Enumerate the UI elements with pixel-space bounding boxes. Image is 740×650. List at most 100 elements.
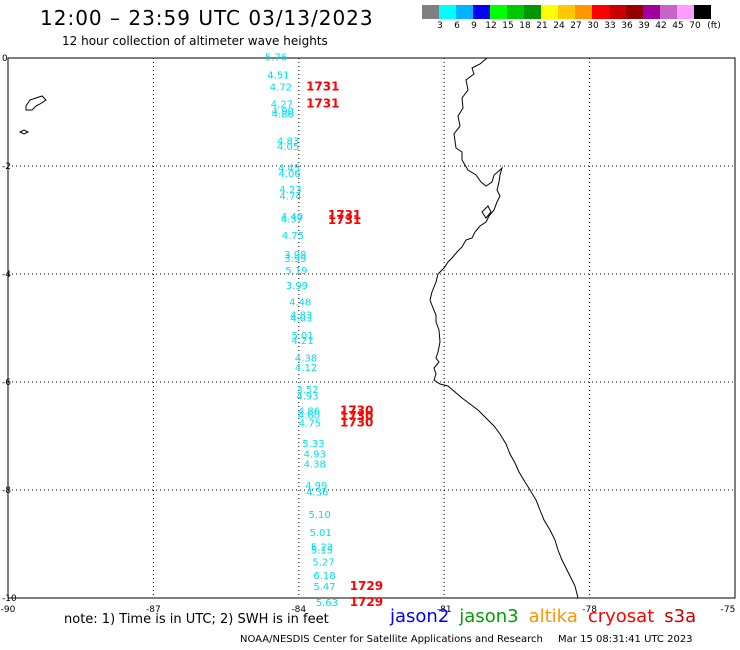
wave-height-label: 5.27 bbox=[312, 558, 334, 569]
legend-swatch bbox=[592, 5, 609, 19]
x-tick-label: -87 bbox=[146, 605, 161, 615]
wave-height-label: 4.06 bbox=[278, 169, 300, 180]
legend-label: 39 bbox=[638, 21, 650, 31]
wave-height-label: 4.83 bbox=[277, 136, 299, 147]
pass-time-label: 1730 bbox=[340, 415, 373, 429]
legend-label: 6 bbox=[454, 21, 460, 31]
satellite-name: cryosat bbox=[587, 606, 655, 627]
legend-swatch bbox=[507, 5, 524, 19]
wave-height-label: 3.99 bbox=[284, 254, 306, 265]
wave-height-label: 4.21 bbox=[292, 336, 314, 347]
wave-height-label: 4.03 bbox=[290, 314, 312, 325]
wave-height-label: 5.19 bbox=[285, 266, 307, 277]
wave-height-label: 3.98 bbox=[284, 250, 306, 261]
pass-time-label: 1729 bbox=[350, 595, 383, 609]
wave-height-label: 4.99 bbox=[305, 481, 327, 492]
satellite-name: s3a bbox=[664, 606, 697, 627]
legend-label: 30 bbox=[587, 21, 599, 31]
legend-label: 27 bbox=[570, 21, 582, 31]
wave-height-label: 5.10 bbox=[308, 510, 330, 521]
legend-swatch bbox=[490, 5, 507, 19]
y-tick-label: -8 bbox=[2, 486, 11, 496]
pass-time-label: 1729 bbox=[350, 579, 383, 593]
color-legend: 3 6 9 12 15 18 21 24 27 30 33 36 39 42 45 70 (ft) bbox=[422, 5, 721, 31]
wave-height-label: 4.38 bbox=[304, 459, 326, 470]
wave-height-label: 4.45 bbox=[278, 163, 300, 174]
legend-label: 15 bbox=[502, 21, 514, 31]
satellite-name: altika bbox=[528, 606, 578, 627]
wave-height-label: 4.23 bbox=[279, 185, 301, 196]
coastline bbox=[429, 57, 579, 599]
wave-height-label: 4.05 bbox=[277, 142, 299, 153]
wave-height-label: 4.60 bbox=[298, 411, 320, 422]
y-tick-label: -2 bbox=[2, 162, 11, 172]
satellite-legend: jason2 jason3 altika cryosat s3a bbox=[390, 606, 706, 627]
wave-height-label: 5.01 bbox=[292, 331, 314, 342]
legend-swatch bbox=[558, 5, 575, 19]
pass-time-label: 1730 bbox=[340, 403, 373, 417]
wave-height-label: 4.75 bbox=[282, 231, 304, 242]
map-grid bbox=[8, 58, 735, 598]
legend-unit: (ft) bbox=[707, 21, 721, 31]
wave-height-label: 4.90 bbox=[272, 107, 294, 118]
pass-time-label: 1731 bbox=[328, 213, 361, 227]
pass-time-label: 1731 bbox=[306, 97, 339, 111]
wave-height-label: 4.27 bbox=[271, 100, 293, 111]
x-tick-label: -84 bbox=[291, 605, 306, 615]
wave-height-label: 4.75 bbox=[299, 418, 321, 429]
map-frame bbox=[7, 57, 736, 599]
satellite-name: jason2 bbox=[390, 606, 450, 627]
map-tick-labels: -90 -87 -84 -81 -78 -75 0 -2 -4 -6 -8 -10 bbox=[1, 54, 736, 615]
legend-label: 21 bbox=[536, 21, 548, 31]
legend-label: 24 bbox=[553, 21, 565, 31]
legend-swatch bbox=[660, 5, 677, 19]
y-tick-label: 0 bbox=[2, 54, 8, 64]
wave-height-label: 4.72 bbox=[270, 82, 292, 93]
map-subtitle: 12 hour collection of altimeter wave hei… bbox=[62, 34, 328, 48]
x-tick-label: -81 bbox=[437, 605, 452, 615]
legend-label: 18 bbox=[519, 21, 531, 31]
wave-height-label: 4.93 bbox=[304, 450, 326, 461]
credit-text: NOAA/NESDIS Center for Satellite Applica… bbox=[240, 634, 543, 645]
y-tick-label: -6 bbox=[2, 378, 11, 388]
wave-height-label: 4.38 bbox=[295, 353, 317, 364]
wave-height-label: 5.47 bbox=[313, 582, 335, 593]
x-tick-label: -75 bbox=[721, 605, 736, 615]
wave-height-label: 4.74 bbox=[279, 191, 301, 202]
legend-label: 33 bbox=[604, 21, 616, 31]
legend-swatch bbox=[694, 5, 711, 19]
legend-swatches bbox=[422, 5, 711, 24]
wave-height-label: 4.86 bbox=[272, 109, 294, 120]
wave-height-label: 5.76 bbox=[265, 53, 287, 64]
galapagos-island-small bbox=[18, 129, 30, 135]
wave-height-labels: 5.764.514.724.274.904.864.834.054.454.06… bbox=[265, 53, 338, 609]
legend-swatch bbox=[439, 5, 456, 19]
y-tick-label: -4 bbox=[2, 270, 11, 280]
legend-label: 36 bbox=[621, 21, 633, 31]
legend-swatch bbox=[541, 5, 558, 19]
y-tick-label: -10 bbox=[2, 594, 17, 604]
generation-timestamp: Mar 15 08:31:41 UTC 2023 bbox=[558, 634, 693, 645]
legend-swatch bbox=[575, 5, 592, 19]
legend-swatch bbox=[677, 5, 694, 19]
legend-label: 9 bbox=[471, 21, 477, 31]
wave-height-label: 5.33 bbox=[302, 439, 324, 450]
legend-label: 3 bbox=[437, 21, 443, 31]
wave-height-label: 5.15 bbox=[311, 546, 333, 557]
pass-time-label: 1731 bbox=[328, 208, 361, 222]
wave-height-label: 4.37 bbox=[281, 215, 303, 226]
x-tick-label: -90 bbox=[1, 605, 16, 615]
wave-height-label: 4.86 bbox=[298, 406, 320, 417]
legend-label: 70 bbox=[689, 21, 701, 31]
galapagos-island-large bbox=[25, 95, 47, 111]
legend-swatch bbox=[524, 5, 541, 19]
wave-height-label: 4.12 bbox=[295, 363, 317, 374]
pass-time-label: 1730 bbox=[340, 409, 373, 423]
wave-height-label: 3.52 bbox=[296, 385, 318, 396]
wave-height-label: 4.40 bbox=[281, 212, 303, 223]
footer-note: note: 1) Time is in UTC; 2) SWH is in fe… bbox=[64, 612, 329, 627]
wave-height-label: 5.63 bbox=[316, 598, 338, 609]
map-title: 12:00 – 23:59 UTC 03/13/2023 bbox=[40, 6, 374, 30]
legend-swatch bbox=[473, 5, 490, 19]
